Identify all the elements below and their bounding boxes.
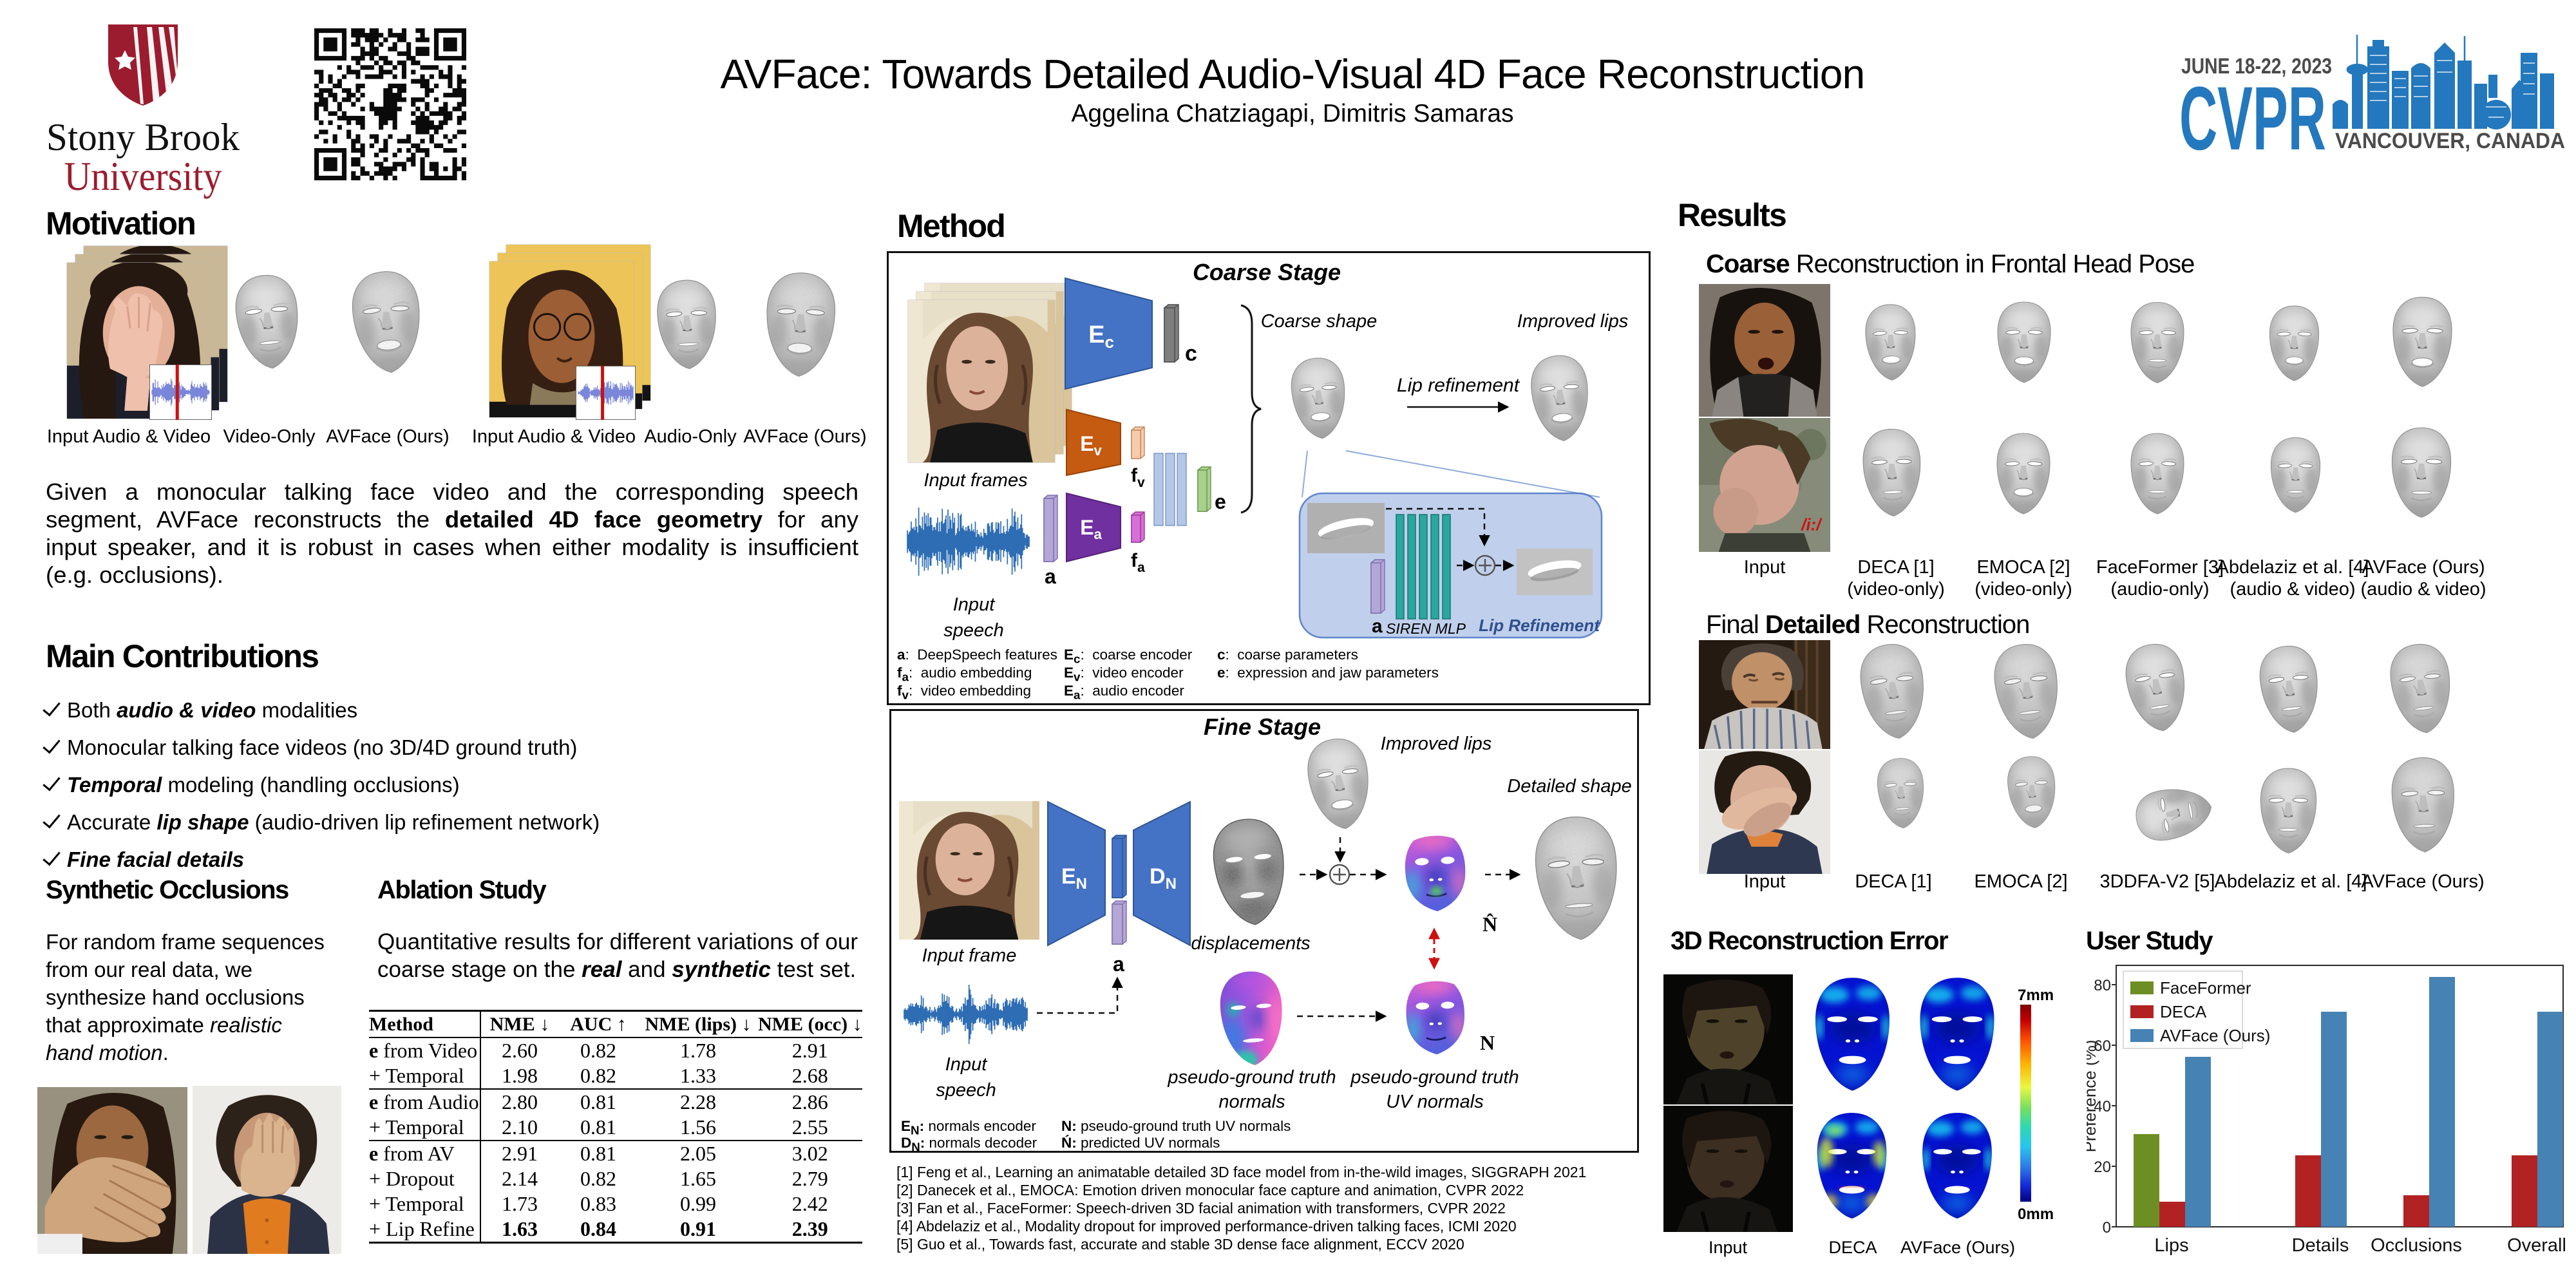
svg-text:Lip Refinement: Lip Refinement: [1479, 616, 1600, 635]
svg-text:CVPR: CVPR: [2179, 68, 2326, 155]
svg-text:JUNE 18-22, 2023: JUNE 18-22, 2023: [2181, 54, 2332, 79]
svg-text:a: a: [1045, 565, 1056, 588]
svg-text:80: 80: [2094, 977, 2111, 994]
svg-text:DN: DN: [1150, 864, 1177, 893]
svg-text:Lips: Lips: [2154, 1235, 2188, 1256]
svg-text:pseudo-ground truth: pseudo-ground truth: [1167, 1067, 1336, 1088]
svg-text:FaceFormer: FaceFormer: [2160, 978, 2251, 998]
svg-text:AVFace (Ours): AVFace (Ours): [2160, 1026, 2270, 1045]
svg-text:Stony Brook: Stony Brook: [46, 116, 240, 158]
svg-text:pseudo-ground truth: pseudo-ground truth: [1350, 1067, 1519, 1088]
svg-text:speech: speech: [936, 1080, 996, 1101]
svg-text:60: 60: [2094, 1037, 2111, 1055]
svg-text:Ev: Ev: [1080, 432, 1102, 459]
svg-text:displacements: displacements: [1191, 933, 1310, 954]
svg-text:Detailed shape: Detailed shape: [1507, 776, 1631, 797]
svg-text:fa: fa: [1131, 550, 1145, 575]
svg-text:Input: Input: [945, 1054, 988, 1075]
svg-text:a: a: [1113, 952, 1124, 976]
svg-text:Ec: Ec: [1088, 321, 1114, 352]
svg-text:Overall: Overall: [2507, 1235, 2566, 1256]
svg-text:e: e: [1215, 490, 1226, 513]
svg-text:Input: Input: [953, 594, 996, 615]
svg-text:/i:/: /i:/: [1801, 515, 1823, 535]
svg-text:0: 0: [2103, 1219, 2111, 1236]
svg-text:Coarse shape: Coarse shape: [1261, 311, 1378, 332]
svg-text:N̂: N̂: [1482, 913, 1497, 936]
svg-text:Preference (%): Preference (%): [2087, 1040, 2099, 1153]
svg-text:20: 20: [2094, 1159, 2111, 1176]
svg-text:Lip refinement: Lip refinement: [1397, 375, 1520, 396]
svg-text:N: N: [1480, 1031, 1495, 1054]
svg-text:University: University: [64, 154, 222, 199]
svg-text:normals: normals: [1218, 1092, 1285, 1112]
svg-text:Occlusions: Occlusions: [2371, 1235, 2462, 1256]
svg-text:VANCOUVER, CANADA: VANCOUVER, CANADA: [2335, 129, 2565, 153]
svg-text:Improved lips: Improved lips: [1517, 311, 1628, 332]
svg-text:DECA: DECA: [2160, 1002, 2207, 1021]
svg-text:Input frame: Input frame: [922, 945, 1017, 966]
svg-text:SIREN MLP: SIREN MLP: [1386, 620, 1466, 637]
svg-text:fv: fv: [1131, 465, 1145, 490]
svg-text:UV normals: UV normals: [1386, 1092, 1484, 1112]
svg-text:Details: Details: [2292, 1235, 2349, 1256]
svg-text:Improved lips: Improved lips: [1381, 734, 1492, 754]
svg-text:c: c: [1185, 341, 1197, 366]
svg-text:speech: speech: [943, 620, 1004, 641]
svg-text:a: a: [1372, 616, 1383, 637]
svg-text:40: 40: [2094, 1098, 2111, 1115]
